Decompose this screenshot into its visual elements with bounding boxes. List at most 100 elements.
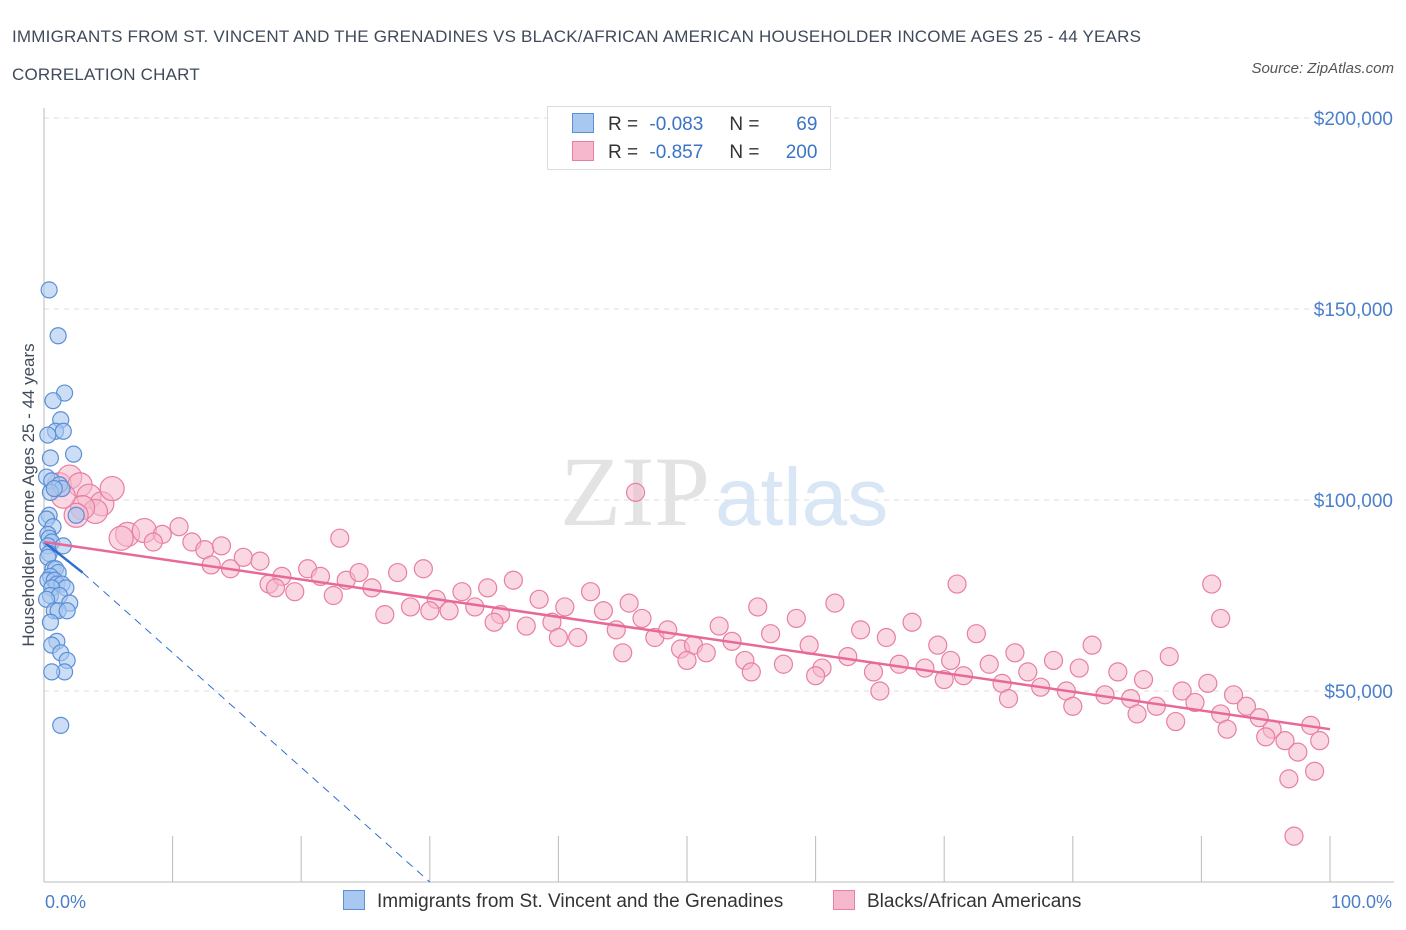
point-immigrants-44 xyxy=(41,613,60,631)
point-blacks-55 xyxy=(748,597,768,617)
point-blacks-41 xyxy=(568,627,588,648)
y-tick-labels: $50,000 $100,000 $150,000 $200,000 xyxy=(1314,109,1393,703)
point-blacks-27 xyxy=(388,562,408,583)
point-blacks-75 xyxy=(1005,643,1025,663)
point-blacks-90 xyxy=(1198,673,1218,693)
point-blacks-56 xyxy=(760,624,781,644)
point-blacks-69 xyxy=(928,635,948,655)
point-blacks-31 xyxy=(439,601,459,621)
point-blacks-61 xyxy=(825,593,845,613)
legend-r-value-2: -0.857 xyxy=(649,142,704,163)
point-blacks-99 xyxy=(1310,731,1330,751)
point-blacks-78 xyxy=(1043,650,1064,671)
point-blacks-40 xyxy=(555,597,575,617)
point-immigrants-51 xyxy=(52,716,70,734)
point-blacks-62 xyxy=(838,647,858,667)
series-legend-swatch-blacks xyxy=(833,890,855,910)
series-immigrants-points xyxy=(37,281,85,734)
point-immigrants-6 xyxy=(54,422,72,440)
legend-swatch-blacks xyxy=(572,141,594,161)
y-tick-label-3: $200,000 xyxy=(1314,109,1393,130)
legend-swatch-immigrants xyxy=(572,113,594,133)
legend-r-label-2: R = xyxy=(608,142,639,163)
point-blacks-88 xyxy=(1172,681,1192,701)
point-immigrants-16 xyxy=(67,506,85,524)
point-blacks-52 xyxy=(709,616,729,636)
point-blacks-100 xyxy=(1304,761,1325,781)
legend-r-label-1: R = xyxy=(608,114,639,135)
point-blacks-13 xyxy=(211,536,232,556)
y-tick-label-0: $50,000 xyxy=(1324,682,1393,703)
point-blacks-66 xyxy=(889,654,909,674)
correlation-legend: R = -0.083 N = 69 R = -0.857 N = 200 xyxy=(547,106,831,170)
point-blacks-112 xyxy=(677,650,697,671)
point-blacks-101 xyxy=(1284,826,1304,846)
series-legend-label-immigrants: Immigrants from St. Vincent and the Gren… xyxy=(377,891,784,912)
point-blacks-19 xyxy=(285,582,305,602)
point-blacks-45 xyxy=(619,593,639,613)
point-blacks-81 xyxy=(1082,635,1102,655)
point-blacks-97 xyxy=(1288,742,1308,762)
chart-title: IMMIGRANTS FROM ST. VINCENT AND THE GREN… xyxy=(12,27,1142,84)
point-blacks-46 xyxy=(632,608,652,629)
point-immigrants-7 xyxy=(39,426,57,444)
point-blacks-24 xyxy=(349,562,369,583)
point-immigrants-3 xyxy=(44,392,62,410)
point-immigrants-43 xyxy=(58,602,76,620)
point-blacks-120 xyxy=(1166,711,1186,732)
point-blacks-15 xyxy=(233,547,253,567)
point-blacks-32 xyxy=(452,582,472,602)
series-legend-label-blacks: Blacks/African Americans xyxy=(867,891,1082,912)
point-blacks-106 xyxy=(625,482,646,502)
point-blacks-92 xyxy=(1223,685,1244,705)
y-tick-label-2: $150,000 xyxy=(1314,300,1393,321)
point-blacks-76 xyxy=(1018,662,1038,682)
point-blacks-125 xyxy=(143,532,163,552)
point-blacks-111 xyxy=(613,643,633,663)
point-blacks-107 xyxy=(330,528,350,548)
point-blacks-57 xyxy=(773,654,794,674)
point-blacks-89 xyxy=(1185,692,1205,713)
point-blacks-64 xyxy=(863,662,884,682)
point-blacks-28 xyxy=(400,597,421,617)
point-blacks-108 xyxy=(420,601,440,621)
point-blacks-83 xyxy=(1108,662,1128,682)
point-blacks-26 xyxy=(375,604,395,625)
point-blacks-105 xyxy=(947,574,967,594)
point-immigrants-8 xyxy=(64,445,83,463)
point-blacks-29 xyxy=(413,559,433,579)
point-immigrants-50 xyxy=(43,663,61,681)
x-tick-label-min: 0.0% xyxy=(45,892,86,912)
point-blacks-80 xyxy=(1069,658,1089,678)
legend-r-value-1: -0.083 xyxy=(649,114,704,135)
point-blacks-102 xyxy=(1279,769,1299,789)
gridlines xyxy=(44,117,1330,692)
point-blacks-73 xyxy=(979,654,999,674)
point-blacks-114 xyxy=(805,666,826,686)
series-legend-immigrants: Immigrants from St. Vincent and the Gren… xyxy=(343,890,783,913)
trend-lines xyxy=(43,540,1331,883)
point-immigrants-0 xyxy=(40,281,58,299)
point-blacks-117 xyxy=(998,689,1019,709)
point-blacks-5 xyxy=(99,475,125,502)
point-blacks-93 xyxy=(1236,696,1257,716)
point-blacks-104 xyxy=(1211,608,1231,629)
x-tick-label-max: 100.0% xyxy=(1331,892,1392,912)
point-blacks-119 xyxy=(1127,704,1147,724)
point-blacks-58 xyxy=(786,608,806,629)
y-axis-label: Householder Income Ages 25 - 44 years xyxy=(19,343,38,646)
point-blacks-38 xyxy=(529,589,549,609)
point-blacks-70 xyxy=(941,650,961,671)
series-legend-swatch-immigrants xyxy=(343,890,365,910)
series-legend-blacks: Blacks/African Americans xyxy=(833,890,1081,913)
point-blacks-43 xyxy=(593,601,614,621)
point-blacks-126 xyxy=(108,525,134,551)
y-tick-label-1: $100,000 xyxy=(1314,491,1393,512)
point-immigrants-9 xyxy=(41,449,60,467)
point-blacks-51 xyxy=(696,643,716,663)
point-blacks-113 xyxy=(741,662,761,682)
point-blacks-67 xyxy=(902,612,922,632)
point-blacks-22 xyxy=(323,585,343,606)
point-blacks-34 xyxy=(478,578,498,598)
point-blacks-110 xyxy=(548,627,569,648)
